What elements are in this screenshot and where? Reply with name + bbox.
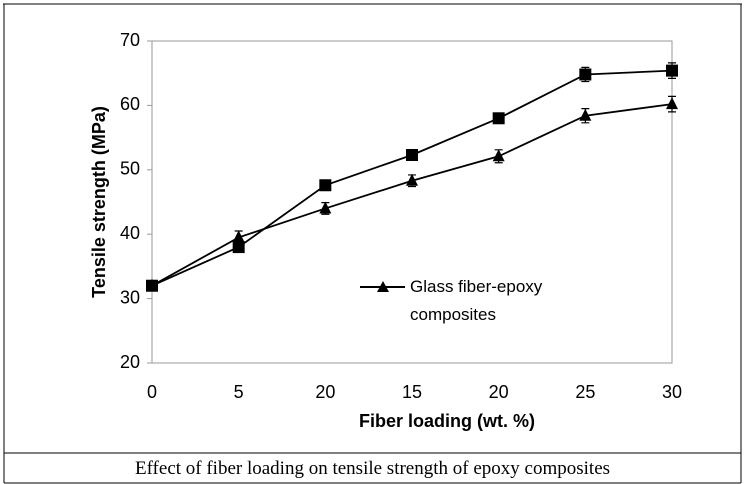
y-tick-label: 20 (120, 352, 140, 372)
plot-area (151, 40, 673, 364)
caption: Effect of fiber loading on tensile stren… (134, 458, 611, 479)
marker (492, 149, 505, 162)
legend-marker (377, 281, 389, 292)
x-tick-label: 20 (489, 382, 509, 402)
marker (146, 278, 158, 291)
series-line (151, 103, 673, 287)
marker (666, 64, 678, 77)
x-tick-label: 0 (147, 382, 157, 402)
x-tick-label: 15 (402, 382, 422, 402)
y-tick-label: 70 (120, 30, 140, 50)
y-tick-label: 60 (120, 94, 140, 114)
x-tick-label: 5 (234, 382, 244, 402)
marker (579, 108, 592, 121)
y-tick-label: 30 (120, 287, 140, 307)
y-tick-label: 40 (120, 223, 140, 243)
x-tick-label: 30 (662, 382, 682, 402)
y-tick-label: 50 (120, 159, 140, 179)
marker (319, 201, 332, 214)
marker (579, 68, 592, 81)
x-tick-label: 25 (575, 382, 595, 402)
legend-label: Glass fiber-epoxy composites (410, 277, 543, 324)
marker (666, 97, 678, 110)
marker (492, 112, 505, 125)
x-tick-label: 20 (315, 382, 335, 402)
y-axis-label: Tensile strength (MPa) (89, 106, 109, 298)
marker (232, 230, 245, 243)
marker (319, 179, 332, 192)
marker (406, 148, 418, 161)
x-axis-label: Fiber loading (wt. %) (359, 411, 535, 431)
marker (406, 173, 418, 186)
